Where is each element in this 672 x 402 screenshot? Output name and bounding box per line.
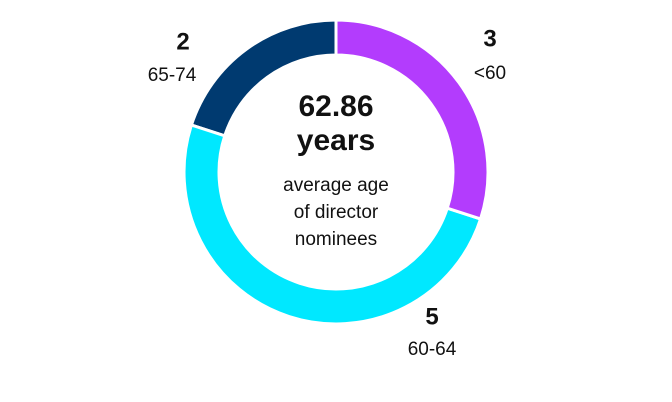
donut-segment [334, 18, 490, 221]
center-caption: nominees [295, 229, 377, 250]
value-label: 3 [483, 25, 496, 52]
center-value: 62.86 [298, 90, 373, 123]
center-caption: of director [294, 202, 379, 223]
value-label: 2 [176, 28, 189, 55]
category-label: 65-74 [148, 65, 197, 86]
value-label: 5 [425, 303, 438, 330]
category-label: <60 [474, 63, 506, 84]
donut-segment [182, 123, 483, 326]
category-label: 60-64 [408, 339, 457, 360]
center-caption: average age [283, 175, 389, 196]
center-unit: years [297, 124, 375, 157]
